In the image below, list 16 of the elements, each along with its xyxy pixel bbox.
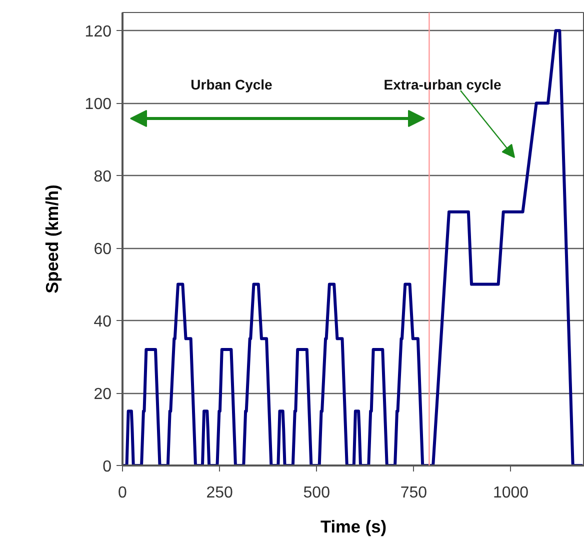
y-tick-label: 20 xyxy=(94,386,112,404)
y-tick-label: 120 xyxy=(84,24,112,41)
x-tick-label: 500 xyxy=(303,484,330,502)
x-tick-label: 0 xyxy=(118,484,128,502)
y-tick-label: 0 xyxy=(102,458,112,476)
x-tick-label: 250 xyxy=(206,484,234,502)
y-tick-label: 40 xyxy=(94,314,112,331)
x-tick-label: 1000 xyxy=(492,484,529,502)
y-tick-label: 100 xyxy=(84,96,112,114)
x-tick-label: 750 xyxy=(400,484,428,502)
y-tick-label: 80 xyxy=(94,168,112,186)
y-axis-title: Speed (km/h) xyxy=(42,184,62,294)
x-axis-title: Time (s) xyxy=(320,516,387,536)
y-tick-label: 60 xyxy=(94,241,112,258)
annotation: Extra-urban cycle xyxy=(384,76,502,92)
annotation: Urban Cycle xyxy=(190,76,273,92)
